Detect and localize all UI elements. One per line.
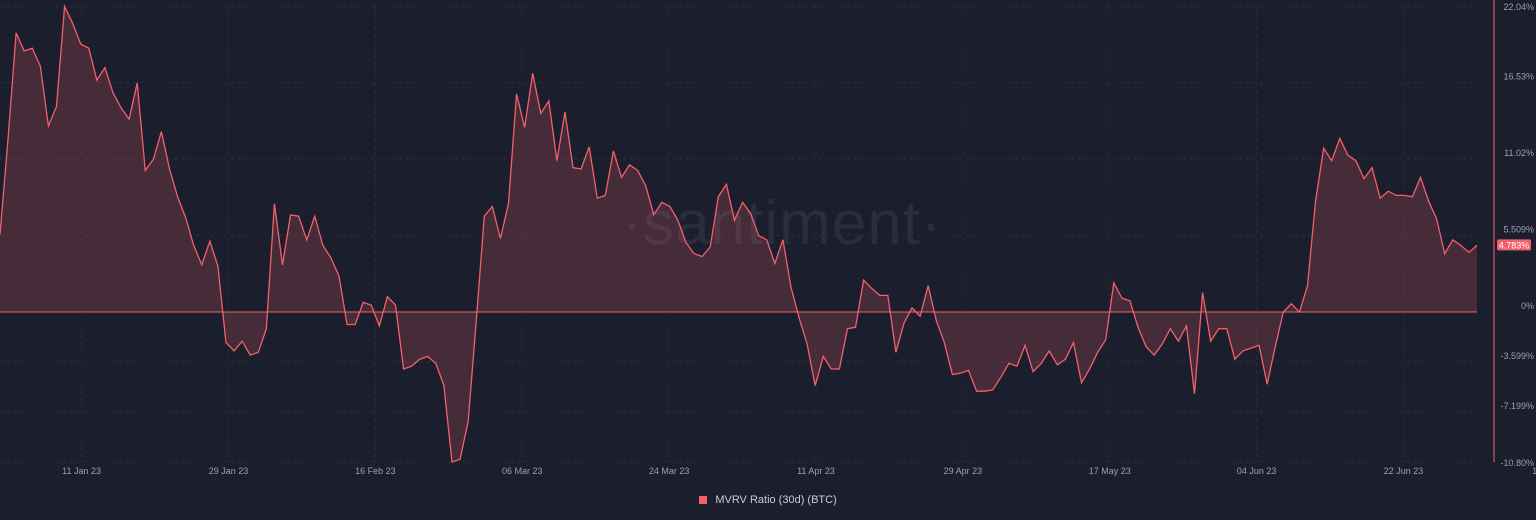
- y-tick-label: 11.02%: [1504, 148, 1534, 158]
- current-value-badge-text: 4.783%: [1499, 240, 1530, 250]
- current-value-badge: 4.783%: [1497, 239, 1531, 251]
- x-tick-label: 11 Jan 23: [62, 466, 101, 476]
- y-axis-ticks: 22.04% 16.53% 11.02% 5.509% 0% -3.599% -7.199%…: [1500, 2, 1534, 468]
- x-tick-label: 24 Mar 23: [649, 466, 690, 476]
- x-tick-label: 17 May 23: [1089, 466, 1131, 476]
- y-tick-label: -3.599%: [1500, 351, 1534, 361]
- x-axis-ticks: 11 Jan 23 29 Jan 23 16 Feb 23 06 Mar 23 24 M…: [62, 466, 1536, 476]
- y-tick-label: -7.199%: [1500, 401, 1534, 411]
- legend-label: MVRV Ratio (30d) (BTC): [715, 494, 837, 506]
- y-tick-label: 5.509%: [1503, 225, 1534, 235]
- x-tick-label: 06 Mar 23: [502, 466, 543, 476]
- x-tick-label: 29 Apr 23: [944, 466, 983, 476]
- legend-swatch: [699, 496, 708, 504]
- y-tick-label: -10.80%: [1500, 458, 1534, 468]
- y-tick-label: 22.04%: [1503, 2, 1534, 12]
- mvrv-area-fill: [0, 6, 1477, 463]
- mvrv-series-line: [0, 4, 1478, 463]
- y-tick-label: 0%: [1521, 301, 1534, 311]
- y-tick-label: 16.53%: [1503, 72, 1534, 82]
- x-tick-label: 10 Jul 23: [1532, 466, 1536, 476]
- x-tick-label: 04 Jun 23: [1237, 466, 1277, 476]
- chart-grid: [0, 5, 1477, 463]
- current-value-badge-bg: [1497, 239, 1531, 251]
- x-tick-label: 16 Feb 23: [355, 466, 396, 476]
- x-tick-label: 11 Apr 23: [797, 466, 835, 476]
- x-tick-label: 29 Jan 23: [209, 466, 249, 476]
- santiment-watermark: ·santiment·: [621, 189, 942, 258]
- x-tick-label: 22 Jun 23: [1384, 466, 1424, 476]
- chart-legend[interactable]: MVRV Ratio (30d) (BTC): [0, 494, 1536, 506]
